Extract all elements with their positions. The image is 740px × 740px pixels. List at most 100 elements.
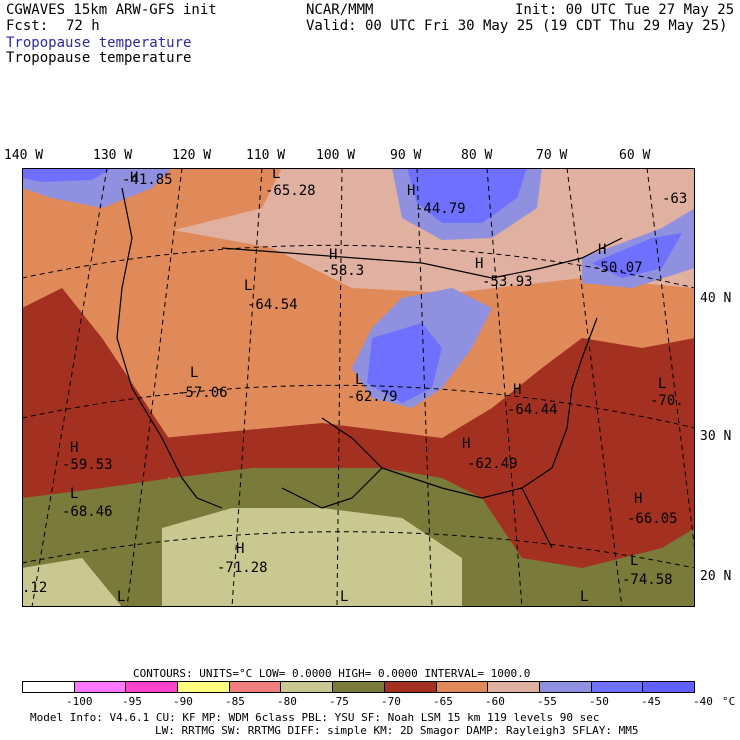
high-marker: H <box>462 436 470 452</box>
low-marker: L <box>630 553 638 569</box>
lat-label: 30 N <box>700 429 732 444</box>
extremum-value: -64.54 <box>247 297 298 313</box>
valid-time: Valid: 00 UTC Fri 30 May 25 (19 CDT Thu … <box>306 18 728 34</box>
lon-label: 60 W <box>619 148 651 163</box>
lon-label: 120 W <box>172 148 212 163</box>
legend-tick: -100 <box>66 695 93 708</box>
extremum-value: -62.49 <box>467 456 518 472</box>
region-khaki <box>162 508 462 607</box>
legend-swatch <box>384 682 437 692</box>
low-marker: L <box>272 168 280 182</box>
extremum-value: -70. <box>650 393 684 409</box>
extremum-value: -65.28 <box>265 183 316 199</box>
extremum-value: -71.28 <box>217 560 268 576</box>
legend-swatch <box>488 682 540 692</box>
low-marker: L <box>355 372 363 388</box>
init-time: Init: 00 UTC Tue 27 May 25 <box>515 2 735 18</box>
legend-swatch <box>281 682 334 692</box>
contours-info: CONTOURS: UNITS=°C LOW= 0.0000 HIGH= 0.0… <box>133 667 531 680</box>
physics-info: LW: RRTMG SW: RRTMG DIFF: simple KM: 2D … <box>155 724 639 737</box>
low-marker: L <box>580 589 588 605</box>
forecast-label: Fcst: <box>6 18 49 34</box>
extremum-value: -50.07 <box>592 260 643 276</box>
legend-tick: -80 <box>277 695 297 708</box>
extremum-value: -62.79 <box>347 389 398 405</box>
map-frame <box>22 168 695 607</box>
legend-swatch <box>436 682 489 692</box>
extremum-value: -64.44 <box>507 402 558 418</box>
legend-swatch <box>643 682 694 692</box>
legend-swatch <box>23 682 75 692</box>
field-title-blue: Tropopause temperature <box>6 35 192 51</box>
extremum-value: -41.85 <box>122 172 173 188</box>
lon-label: 90 W <box>390 148 422 163</box>
high-marker: H <box>513 382 521 398</box>
extremum-value: .12 <box>22 580 47 596</box>
lon-label: 70 W <box>536 148 568 163</box>
legend-tick: -65 <box>433 695 453 708</box>
map-labels: H -41.85 L -65.28 H -44.79 -63 H -58.3 H… <box>22 168 687 605</box>
legend-swatch <box>178 682 230 692</box>
region-khaki-sw <box>22 558 122 607</box>
lat-label: 20 N <box>700 569 732 584</box>
extremum-value: -53.93 <box>482 274 533 290</box>
low-marker: L <box>70 486 78 502</box>
low-marker: L <box>244 278 252 294</box>
region-darkred-west <box>22 288 182 508</box>
forecast-hour: 72 h <box>66 18 100 34</box>
legend-tick: -45 <box>641 695 661 708</box>
extremum-value: -68.46 <box>62 504 113 520</box>
legend-swatch <box>229 682 282 692</box>
legend-swatch <box>333 682 385 692</box>
legend-tick: -85 <box>225 695 245 708</box>
extremum-value: -74.58 <box>622 572 673 588</box>
extremum-value: -58.3 <box>322 263 364 279</box>
graticule <box>22 168 695 607</box>
lat-label: 40 N <box>700 291 732 306</box>
legend-tick: -50 <box>589 695 609 708</box>
legend-tick: -90 <box>173 695 193 708</box>
extremum-value: -44.79 <box>415 201 466 217</box>
legend-tick: -55 <box>537 695 557 708</box>
lon-label: 140 W <box>4 148 44 163</box>
lon-label: 100 W <box>316 148 356 163</box>
high-marker: H <box>70 440 78 456</box>
legend-swatch <box>591 682 644 692</box>
high-marker: H <box>475 256 483 272</box>
model-info: Model Info: V4.6.1 CU: KF MP: WDM 6class… <box>30 711 600 724</box>
region-blue-nw <box>22 168 112 182</box>
low-marker: L <box>117 589 125 605</box>
legend-swatch <box>126 682 179 692</box>
extremum-value: -57.06 <box>177 385 228 401</box>
legend-tick: -60 <box>485 695 505 708</box>
high-marker: H <box>236 541 244 557</box>
center-label: NCAR/MMM <box>306 2 374 18</box>
legend-tick: -70 <box>381 695 401 708</box>
low-marker: L <box>340 589 348 605</box>
field-title: Tropopause temperature <box>6 50 192 66</box>
high-marker: H <box>130 170 138 186</box>
legend-swatch <box>74 682 127 692</box>
color-legend <box>22 681 695 693</box>
legend-swatch <box>539 682 592 692</box>
region-blue-north <box>407 168 527 223</box>
region-darkred-south <box>162 338 695 588</box>
high-marker: H <box>329 247 337 263</box>
legend-tick: -40 <box>693 695 713 708</box>
lon-label: 80 W <box>461 148 493 163</box>
extremum-value: -63 <box>662 191 687 207</box>
low-marker: L <box>658 376 666 392</box>
model-title: CGWAVES 15km ARW-GFS init <box>6 2 217 18</box>
high-marker: H <box>634 491 642 507</box>
legend-unit: °C <box>722 695 736 708</box>
tropopause-temperature-map: H -41.85 L -65.28 H -44.79 -63 H -58.3 H… <box>22 168 695 607</box>
lon-label: 110 W <box>246 148 286 163</box>
legend-tick: -95 <box>122 695 142 708</box>
lon-label: 130 W <box>93 148 133 163</box>
low-marker: L <box>190 365 198 381</box>
high-marker: H <box>407 183 415 199</box>
extremum-value: -66.05 <box>627 511 678 527</box>
high-marker: H <box>598 242 606 258</box>
extremum-value: -59.53 <box>62 457 113 473</box>
legend-tick: -75 <box>329 695 349 708</box>
